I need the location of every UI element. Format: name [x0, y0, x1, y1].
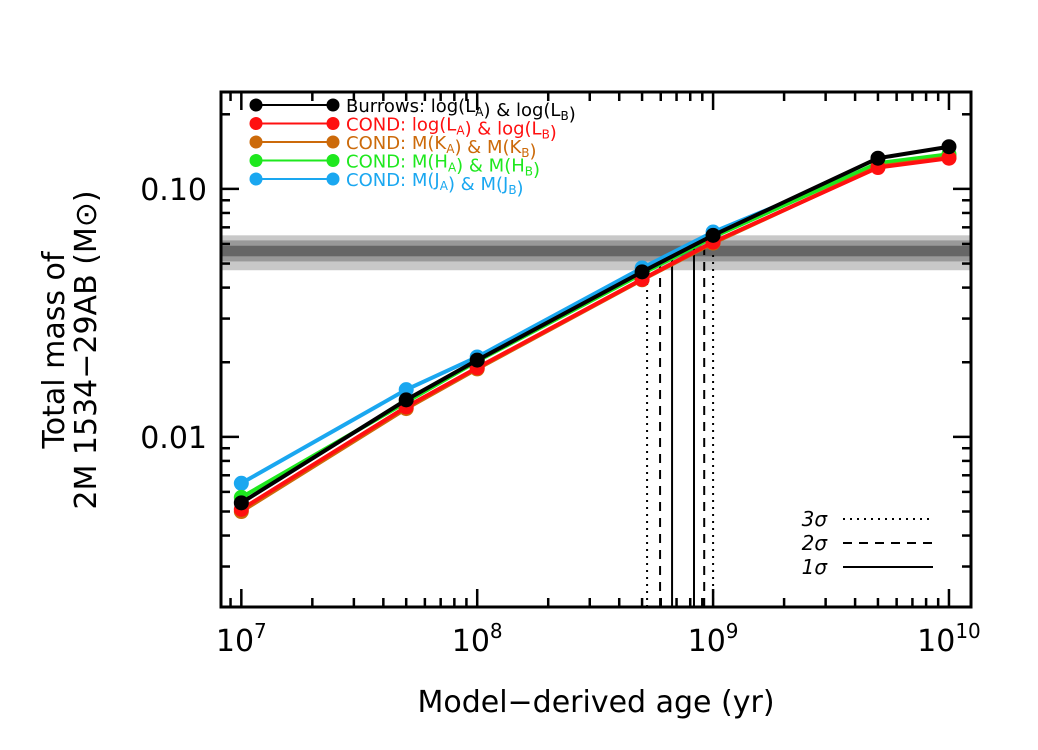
series-line-2 — [240, 155, 950, 514]
legend-text: ) — [517, 178, 524, 199]
legend-label: COND: M(HA) & M(HB) — [346, 152, 540, 181]
x-tick-exponent: 10 — [955, 619, 980, 643]
y-axis-label-line1: Total mass of — [37, 250, 72, 449]
x-tick-label: 107 — [216, 619, 267, 659]
x-tick-base: 10 — [452, 624, 490, 659]
data-point — [941, 150, 957, 166]
age-limit-lines — [646, 235, 715, 607]
mass-band-1sigma — [221, 245, 971, 257]
legend-subscript: B — [542, 128, 550, 142]
legend-text: ) & M(K — [454, 137, 522, 158]
legend-label: Burrows: log(LA) & log(LB) — [346, 96, 576, 125]
x-tick-label: 1010 — [917, 619, 981, 659]
x-tick-exponent: 9 — [726, 619, 739, 643]
legend-marker — [326, 98, 340, 112]
x-tick-label: 109 — [688, 619, 739, 659]
legend-marker — [326, 117, 340, 130]
legend-marker — [326, 172, 340, 186]
data-point — [941, 139, 957, 155]
data-point — [233, 475, 249, 491]
sigma-legend-label: 3σ — [802, 507, 829, 531]
legend-text: ) & M(J — [448, 174, 508, 195]
legend-text: COND: M(J — [346, 170, 440, 191]
legend-marker — [249, 135, 263, 149]
mass-bands — [221, 235, 971, 271]
legend-marker — [326, 135, 340, 149]
x-tick-exponent: 7 — [254, 619, 267, 643]
legend-text: ) & log(L — [465, 119, 542, 140]
legend-text: ) & M(H — [456, 156, 525, 177]
legend-subscript: B — [525, 165, 533, 179]
y-tick-label: 0.01 — [140, 421, 207, 456]
legend-subscript: A — [456, 124, 465, 138]
x-tick-exponent: 8 — [490, 619, 503, 643]
legend-subscript: A — [440, 179, 449, 193]
y-axis-label-line2: 2M 1534−29AB (M⊙) — [69, 190, 104, 509]
x-tick-label: 108 — [452, 619, 503, 659]
legend-marker — [249, 117, 263, 130]
legend-marker — [249, 172, 263, 186]
series-group — [233, 139, 957, 520]
legend-text: ) — [530, 141, 537, 162]
legend-text: COND: M(K — [346, 133, 447, 154]
legend-subscript: B — [521, 146, 529, 160]
legend-text: COND: log(L — [346, 115, 456, 136]
series-line-3 — [240, 156, 950, 512]
legend-subscript: B — [508, 183, 516, 197]
legend-subscript: B — [560, 109, 568, 123]
y-tick-label: 0.10 — [140, 173, 207, 208]
legend-text: ) — [569, 104, 576, 125]
data-point — [469, 352, 485, 368]
legend-text: ) — [550, 123, 557, 144]
legend-label: COND: M(KA) & M(KB) — [346, 133, 537, 162]
legend-text: Burrows: log(L — [346, 96, 475, 117]
data-point — [634, 264, 650, 280]
legend-text: ) — [533, 160, 540, 181]
legend-label: COND: log(LA) & log(LB) — [346, 115, 557, 144]
legend: Burrows: log(LA) & log(LB)COND: log(LA) … — [249, 96, 576, 199]
legend-text: COND: M(H — [346, 152, 448, 173]
legend-marker — [249, 98, 263, 112]
data-point — [398, 392, 414, 408]
legend-item: COND: M(HA) & M(HB) — [249, 152, 540, 181]
sigma-legend-label: 1σ — [802, 555, 829, 579]
data-point — [705, 227, 721, 243]
series-line-4 — [240, 144, 950, 505]
legend-marker — [326, 154, 340, 167]
data-point — [870, 150, 886, 166]
legend-subscript: A — [448, 161, 457, 175]
x-tick-base: 10 — [688, 624, 726, 659]
legend-subscript: A — [446, 142, 455, 156]
x-axis-label: Model−derived age (yr) — [417, 685, 774, 720]
legend-marker — [249, 154, 263, 167]
legend-item: COND: M(JA) & M(JB) — [249, 170, 524, 199]
legend-subscript: A — [475, 105, 484, 119]
x-tick-base: 10 — [216, 624, 254, 659]
legend-item: COND: M(KA) & M(KB) — [249, 133, 537, 162]
legend-label: COND: M(JA) & M(JB) — [346, 170, 524, 199]
x-tick-base: 10 — [917, 624, 955, 659]
legend-item: COND: log(LA) & log(LB) — [249, 115, 557, 144]
legend-text: ) & log(L — [483, 100, 560, 121]
legend-item: Burrows: log(LA) & log(LB) — [249, 96, 576, 125]
plot-frame — [219, 90, 973, 609]
sigma-legend-label: 2σ — [802, 531, 829, 555]
data-point — [233, 495, 249, 511]
